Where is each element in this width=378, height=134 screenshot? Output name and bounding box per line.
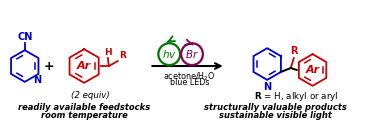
Text: Ar: Ar [77, 61, 91, 71]
Text: $hv$: $hv$ [162, 48, 177, 60]
Text: R: R [290, 46, 297, 56]
Polygon shape [254, 48, 281, 80]
Text: R: R [119, 51, 125, 60]
Text: (2 equiv): (2 equiv) [71, 91, 110, 100]
Text: +: + [43, 59, 54, 72]
Text: Ar: Ar [305, 65, 320, 75]
Text: acetone/H$_2$O: acetone/H$_2$O [163, 71, 216, 83]
Text: readily available feedstocks: readily available feedstocks [18, 103, 150, 112]
Text: N: N [33, 75, 42, 85]
Text: blue LEDs: blue LEDs [170, 78, 209, 87]
Text: $Br$: $Br$ [185, 48, 199, 60]
Text: CN: CN [17, 32, 33, 42]
Text: sustainable visible light: sustainable visible light [219, 111, 332, 120]
Polygon shape [70, 49, 99, 83]
Text: N: N [263, 82, 271, 92]
Polygon shape [299, 54, 326, 86]
Text: $\mathbf{R}$ = H, alkyl or aryl: $\mathbf{R}$ = H, alkyl or aryl [254, 90, 338, 103]
Polygon shape [11, 50, 39, 82]
Text: H: H [104, 48, 112, 57]
Text: structurally valuable products: structurally valuable products [204, 103, 347, 112]
Text: room temperature: room temperature [41, 111, 127, 120]
